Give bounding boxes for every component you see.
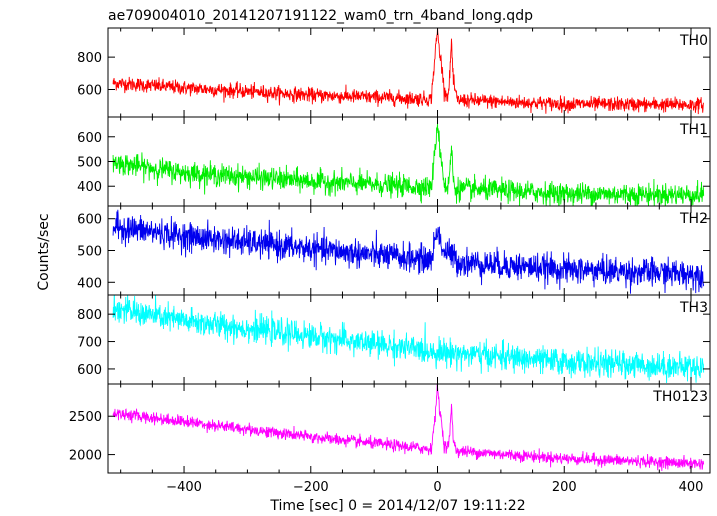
y-tick-label: 600 [77,83,102,98]
panel-label: TH0123 [652,389,708,405]
panel-th1: 400 500 600 TH1 [77,116,711,207]
x-tick-label: −200 [293,480,329,495]
y-tick-label: 500 [77,245,102,260]
y-tick-label: 700 [77,336,102,351]
chart-title: ae709004010_20141207191122_wam0_trn_4ban… [108,8,533,24]
x-tick-label: 400 [679,480,704,495]
y-tick-label: 800 [77,51,102,66]
series-line-th3 [112,295,705,383]
y-tick-label: 600 [77,363,102,378]
panels: 600 800 TH0 400 500 600 TH1 400 500 600 TH2 600 700 8… [69,27,711,474]
panel-frame [107,383,711,474]
x-tick-label: 200 [552,480,577,495]
panel-label: TH0 [679,33,708,49]
panel-th2: 400 500 600 TH2 [77,205,711,296]
y-tick-label: 2500 [69,410,102,425]
panel-label: TH3 [679,300,708,316]
y-tick-label: 600 [77,213,102,228]
y-tick-label: 400 [77,180,102,195]
series-line-th2 [112,209,705,294]
series-line-th1 [112,123,705,206]
x-axis-tick-labels: −400 −200 0 200 400 [166,480,703,495]
panel-th3: 600 700 800 TH3 [77,294,711,385]
series-line-th0 [112,28,705,115]
panel-th0123: 2000 2500 TH0123 [69,383,711,474]
y-tick-label: 800 [77,308,102,323]
y-axis-label: Counts/sec [36,213,52,290]
panel-th0: 600 800 TH0 [77,27,711,118]
y-tick-label: 400 [77,276,102,291]
x-tick-label: −400 [166,480,202,495]
x-axis-label: Time [sec] 0 = 2014/12/07 19:11:22 [269,498,525,514]
series-line-th0123 [112,384,705,471]
panel-frame [107,294,711,385]
x-tick-label: 0 [433,480,441,495]
panel-label: TH1 [679,122,708,138]
y-tick-label: 500 [77,156,102,171]
y-tick-label: 600 [77,131,102,146]
panel-label: TH2 [679,211,708,227]
y-tick-label: 2000 [69,449,102,464]
